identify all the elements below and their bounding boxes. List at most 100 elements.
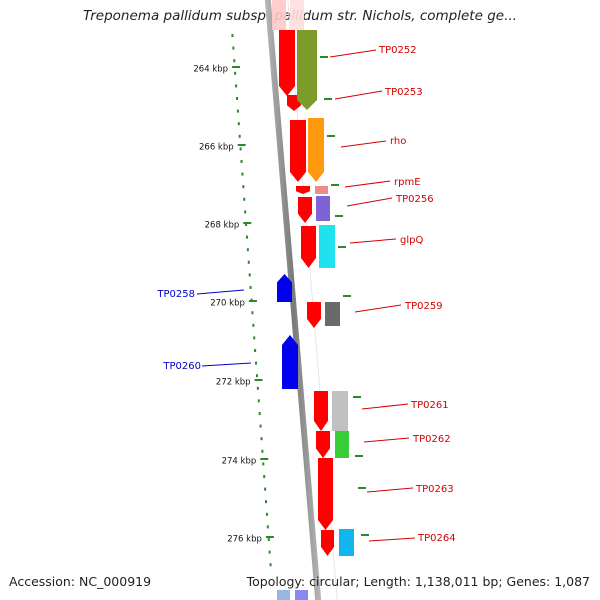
- label-leader-line: [329, 49, 377, 58]
- gene-label-tp0252[interactable]: TP0252: [378, 45, 417, 56]
- feature-tick: [343, 295, 351, 297]
- ruler-label: 268 kbp: [205, 221, 240, 231]
- ruler-dot: [258, 412, 261, 415]
- ruler-major-tick: [260, 458, 269, 460]
- label-leader-line: [368, 537, 416, 542]
- ruler-dot: [231, 34, 234, 37]
- ruler-dot: [243, 197, 246, 201]
- gene-label-tp0253[interactable]: TP0253: [384, 87, 423, 98]
- ruler-dot: [259, 424, 262, 428]
- ruler-dot: [262, 462, 265, 466]
- gene-arrow[interactable]: [279, 30, 295, 96]
- feature-tick: [331, 184, 339, 186]
- ruler-dot: [263, 475, 266, 478]
- gene-label-glpq[interactable]: glpQ: [400, 235, 423, 246]
- ruler-dot: [269, 563, 272, 567]
- ruler-dot: [265, 512, 268, 516]
- ruler-dot: [248, 273, 251, 277]
- gene-arrow-tp0260[interactable]: [282, 335, 298, 389]
- ruler-labels: 264 kbp 266 kbp 268 kbp 270 kbp 272 kbp 274 k…: [193, 65, 274, 545]
- gene-label-tp0259[interactable]: TP0259: [404, 301, 443, 312]
- feature-tick: [327, 135, 335, 137]
- ruler-dot: [256, 386, 259, 390]
- ruler-label: 274 kbp: [222, 457, 257, 467]
- gene-label-tp0258[interactable]: TP0258: [156, 289, 195, 300]
- feature-rect-glpq[interactable]: [319, 225, 335, 268]
- feature-rect-tp0259[interactable]: [325, 302, 340, 326]
- gene-arrow[interactable]: [307, 302, 321, 328]
- ruler-dot: [253, 336, 256, 340]
- gene-arrow[interactable]: [301, 226, 316, 268]
- gene-label-tp0261[interactable]: TP0261: [410, 400, 449, 411]
- ruler-dot: [261, 449, 264, 453]
- ruler-dot: [234, 71, 237, 75]
- ruler-dot: [268, 550, 271, 554]
- ruler-major-tick: [232, 66, 241, 68]
- ruler-label: 270 kbp: [210, 299, 245, 309]
- ruler-major-tick: [248, 300, 257, 302]
- gene-arrow[interactable]: [318, 458, 333, 530]
- feature-rect-rpme[interactable]: [315, 186, 328, 194]
- ruler-dot: [247, 260, 250, 264]
- label-leader-line: [344, 180, 391, 188]
- gene-arrow[interactable]: [321, 530, 334, 556]
- label-leader-line: [361, 403, 409, 410]
- label-leader-line: [201, 362, 252, 367]
- feature-tick: [353, 396, 361, 398]
- label-leader-line: [196, 289, 245, 295]
- ruler-dot: [251, 311, 254, 315]
- ruler-dot: [257, 399, 260, 403]
- label-leader-line: [366, 487, 414, 493]
- accession-label: Accession: NC_000919: [9, 574, 152, 589]
- ruler-dot: [233, 59, 236, 63]
- gene-arrow-tp0258[interactable]: [277, 274, 292, 302]
- ruler-dot: [240, 160, 243, 163]
- faded-feature: [277, 590, 290, 600]
- ruler-dot: [260, 437, 263, 441]
- gene-arrow[interactable]: [316, 431, 330, 458]
- gene-arrow[interactable]: [314, 391, 328, 431]
- feature-arrow-tp0252[interactable]: [297, 30, 317, 110]
- ruler-dot: [235, 84, 238, 88]
- ruler-label: 264 kbp: [193, 65, 228, 75]
- gene-arrow[interactable]: [296, 186, 310, 194]
- gene-labels[interactable]: TP0252 TP0253 rho rpmE TP0256 glpQ TP0259 TP026…: [156, 45, 455, 544]
- feature-rect-tp0261[interactable]: [332, 391, 348, 431]
- gene-label-tp0260[interactable]: TP0260: [162, 361, 201, 372]
- ruler-dot: [236, 109, 239, 113]
- gene-label-tp0256[interactable]: TP0256: [395, 194, 434, 205]
- ruler-dot: [264, 487, 267, 491]
- gene-label-tp0264[interactable]: TP0264: [417, 533, 456, 544]
- feature-tick: [335, 215, 343, 217]
- gene-label-rpme[interactable]: rpmE: [394, 177, 421, 188]
- ruler-dot: [235, 97, 238, 100]
- ruler-major-tick: [265, 536, 274, 538]
- ruler-dot: [255, 361, 258, 365]
- faded-features: [272, 0, 308, 600]
- ruler-dot: [244, 210, 247, 214]
- ruler-dot: [254, 349, 257, 352]
- ruler-dot: [239, 147, 242, 151]
- faded-feature: [290, 0, 304, 30]
- ruler-label: 266 kbp: [199, 143, 234, 153]
- gene-label-tp0262[interactable]: TP0262: [412, 434, 451, 445]
- gene-arrow[interactable]: [290, 120, 306, 182]
- ruler-dot: [249, 286, 252, 289]
- feature-tick: [320, 56, 328, 58]
- label-leader-line: [349, 238, 397, 244]
- gene-features[interactable]: [277, 30, 354, 556]
- feature-rect-tp0264[interactable]: [339, 529, 354, 556]
- feature-tick: [361, 534, 369, 536]
- feature-tick: [355, 455, 363, 457]
- feature-rect-tp0262[interactable]: [335, 431, 349, 458]
- feature-rect-tp0256[interactable]: [316, 196, 330, 221]
- gene-label-rho[interactable]: rho: [390, 136, 406, 147]
- gene-arrow[interactable]: [298, 197, 312, 223]
- feature-tick: [338, 246, 346, 248]
- ruler-major-tick: [254, 379, 263, 381]
- feature-tick: [358, 487, 366, 489]
- ruler-major-tick: [237, 144, 246, 146]
- feature-arrow-rho[interactable]: [308, 118, 324, 182]
- gene-label-tp0263[interactable]: TP0263: [415, 484, 454, 495]
